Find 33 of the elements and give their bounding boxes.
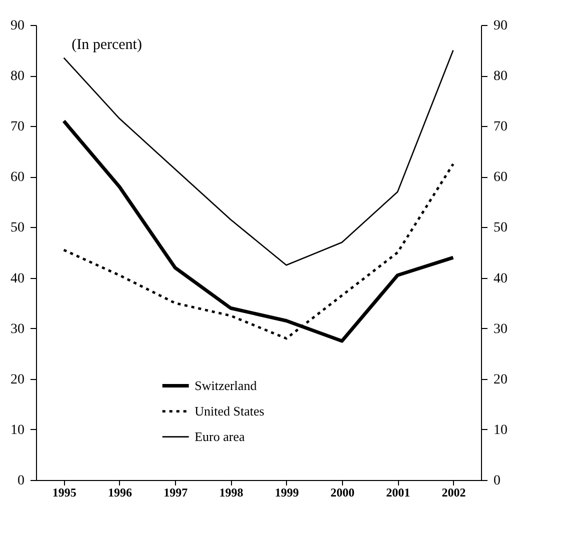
y-tick-label: 0 [18,474,24,488]
x-tick-label: 2000 [330,486,354,500]
x-tick-label: 1999 [274,486,299,500]
y2-tick-label: 10 [494,422,508,438]
y2-tick-label: 70 [494,120,508,135]
line-series [62,119,455,343]
y2-tick-label: 40 [494,271,508,286]
x-tick-label: 1996 [108,486,132,500]
y-tick-label: 50 [10,220,24,236]
y2-tick-label: 60 [494,170,508,186]
y2-tick-label: 80 [494,69,508,84]
x-tick-label: 1995 [52,486,76,500]
y-tick-label: 20 [10,372,24,388]
x-tick-label: 1997 [164,486,188,500]
y-tick-label: 40 [10,271,24,286]
y-tick-label: 90 [10,18,24,34]
legend-label: Euro area [194,428,245,444]
x-tick-label: 2001 [386,486,410,500]
y2-tick-label: 20 [494,372,508,388]
y2-tick-label: 0 [494,474,500,488]
y-tick-label: 70 [10,120,24,135]
x-tick-label: 2002 [442,486,466,500]
annotation: (In percent) [72,37,142,53]
y2-tick-label: 90 [494,18,508,34]
y2-tick-label: 30 [494,322,508,337]
y-tick-label: 80 [10,69,24,84]
legend-label: United States [194,403,264,418]
y2-tick-label: 50 [494,220,508,236]
x-tick-label: 1998 [219,486,244,500]
y-tick-label: 10 [10,422,24,438]
y-tick-label: 60 [10,170,24,186]
y-tick-label: 30 [10,322,24,337]
legend-label: Switzerland [194,378,258,393]
